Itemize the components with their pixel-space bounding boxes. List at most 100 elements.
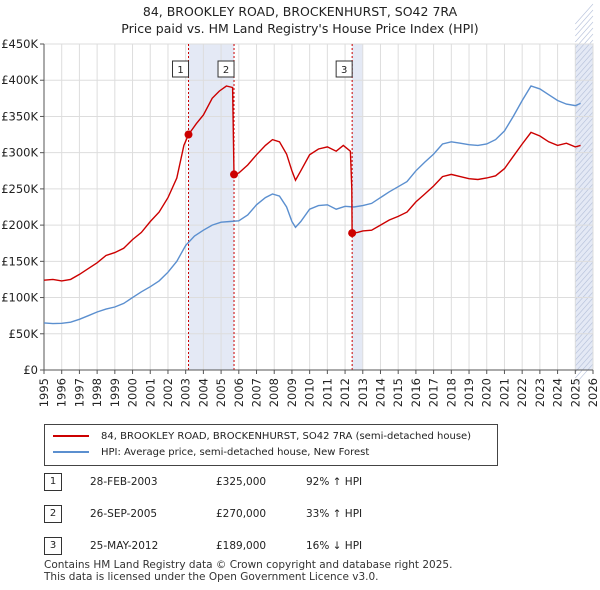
transaction-point — [348, 229, 357, 238]
x-tick-label: 2024 — [551, 378, 565, 407]
transaction-label-number: 2 — [223, 65, 229, 76]
transaction-date: 25-MAY-2012 — [90, 540, 159, 552]
x-tick-label: 1995 — [37, 378, 51, 407]
hatch-line — [575, 225, 594, 247]
hatch-line — [575, 261, 594, 283]
y-tick-label: £400K — [1, 73, 38, 87]
transaction-markers: 1 2 3 — [172, 60, 357, 238]
y-tick-label: £100K — [1, 291, 38, 305]
x-tick-label: 2003 — [179, 378, 193, 407]
hatch-line — [575, 57, 594, 79]
hatch-line — [575, 81, 594, 103]
hatch-line — [575, 153, 594, 175]
legend: 84, BROOKLEY ROAD, BROCKENHURST, SO42 7R… — [44, 424, 498, 466]
transaction-price: £270,000 — [216, 508, 267, 520]
gridlines — [43, 43, 594, 371]
x-tick-label: 2018 — [444, 378, 458, 407]
transaction-point — [184, 130, 193, 139]
hatch-line — [575, 159, 594, 181]
chart-title-line1: 84, BROOKLEY ROAD, BROCKENHURST, SO42 7R… — [142, 4, 458, 19]
x-tick-label: 2004 — [196, 378, 210, 407]
footer-copyright: Contains HM Land Registry data © Crown c… — [44, 559, 453, 571]
hatch-line — [575, 111, 594, 133]
x-tick-label: 2021 — [497, 378, 511, 407]
hatch-line — [575, 267, 594, 289]
x-tick-label: 1996 — [55, 378, 69, 407]
hatch-line — [575, 213, 594, 235]
x-tick-label: 2011 — [320, 378, 334, 407]
hatch-line — [575, 303, 594, 325]
x-tick-label: 2009 — [285, 378, 299, 407]
hatch-line — [575, 45, 594, 67]
legend-swatch-property — [53, 435, 89, 437]
x-tick-label: 2008 — [267, 378, 281, 407]
hatch-line — [575, 117, 594, 139]
y-tick-label: £0 — [23, 363, 38, 377]
transaction-date: 26-SEP-2005 — [90, 508, 158, 520]
footer: Contains HM Land Registry data © Crown c… — [44, 559, 453, 583]
hatch-line — [575, 249, 594, 271]
hatch-line — [575, 183, 594, 205]
y-tick-label: £250K — [1, 182, 38, 196]
hatch-line — [575, 273, 594, 295]
hatch-line — [575, 363, 594, 385]
price-chart: £0 £50K £100K £150K £200K £250K £300K £350K £400… — [1, 3, 600, 407]
hatch-line — [575, 15, 594, 37]
x-tick-label: 2026 — [586, 378, 600, 407]
hatch-line — [575, 357, 594, 379]
hatch-line — [575, 123, 594, 145]
hatch-line — [575, 27, 594, 49]
axes: £0 £50K £100K £150K £200K £250K £300K £350K £400… — [1, 37, 600, 407]
transaction-label-number: 3 — [341, 65, 347, 76]
y-tick-label: £350K — [1, 109, 38, 123]
hatch-line — [575, 21, 594, 43]
transaction-row: 1 28-FEB-2003 £325,000 92% ↑ HPI — [44, 473, 464, 491]
x-tick-label: 2016 — [409, 378, 423, 407]
hatch-line — [575, 219, 594, 241]
hatch-line — [575, 177, 594, 199]
x-tick-label: 2022 — [515, 378, 529, 407]
hatch-line — [575, 189, 594, 211]
chart-title-line2: Price paid vs. HM Land Registry's House … — [121, 21, 479, 36]
transaction-date: 28-FEB-2003 — [90, 476, 158, 488]
x-tick-label: 2017 — [427, 378, 441, 407]
hatch-line — [575, 321, 594, 343]
shaded-regions — [188, 3, 594, 385]
transaction-label-box — [335, 60, 353, 78]
x-tick-label: 2020 — [480, 378, 494, 407]
hatch-line — [575, 165, 594, 187]
hatch-line — [575, 333, 594, 355]
transaction-hpi: 33% ↑ HPI — [306, 508, 363, 520]
legend-label-hpi: HPI: Average price, semi-detached house,… — [101, 447, 370, 458]
hatch-line — [575, 291, 594, 313]
x-tick-label: 2000 — [126, 378, 140, 407]
hatch-line — [575, 237, 594, 259]
transaction-badge: 1 — [44, 473, 62, 491]
x-tick-label: 1998 — [90, 378, 104, 407]
hatch-line — [575, 195, 594, 217]
hatch-line — [575, 231, 594, 253]
hatch-line — [575, 141, 594, 163]
hatch-line — [575, 51, 594, 73]
transaction-hpi: 16% ↓ HPI — [306, 540, 363, 552]
shaded-period — [575, 44, 593, 370]
hatch-line — [575, 255, 594, 277]
hatch-line — [575, 285, 594, 307]
legend-swatch-hpi — [53, 451, 89, 453]
x-tick-label: 2010 — [303, 378, 317, 407]
transaction-label-box — [217, 60, 235, 78]
hatch-line — [575, 345, 594, 367]
y-tick-label: £450K — [1, 37, 38, 51]
y-tick-label: £300K — [1, 146, 38, 160]
transaction-badge: 2 — [44, 505, 62, 523]
transaction-badge: 3 — [44, 537, 62, 555]
x-tick-label: 2006 — [232, 378, 246, 407]
series-line-hpi — [43, 85, 581, 325]
transaction-label-number: 1 — [177, 65, 183, 76]
hatch-line — [575, 3, 594, 25]
hatch-line — [575, 279, 594, 301]
hatch-line — [575, 309, 594, 331]
hatch-line — [575, 351, 594, 373]
legend-item-hpi: HPI: Average price, semi-detached house,… — [53, 446, 369, 460]
transaction-label-box — [172, 60, 190, 78]
